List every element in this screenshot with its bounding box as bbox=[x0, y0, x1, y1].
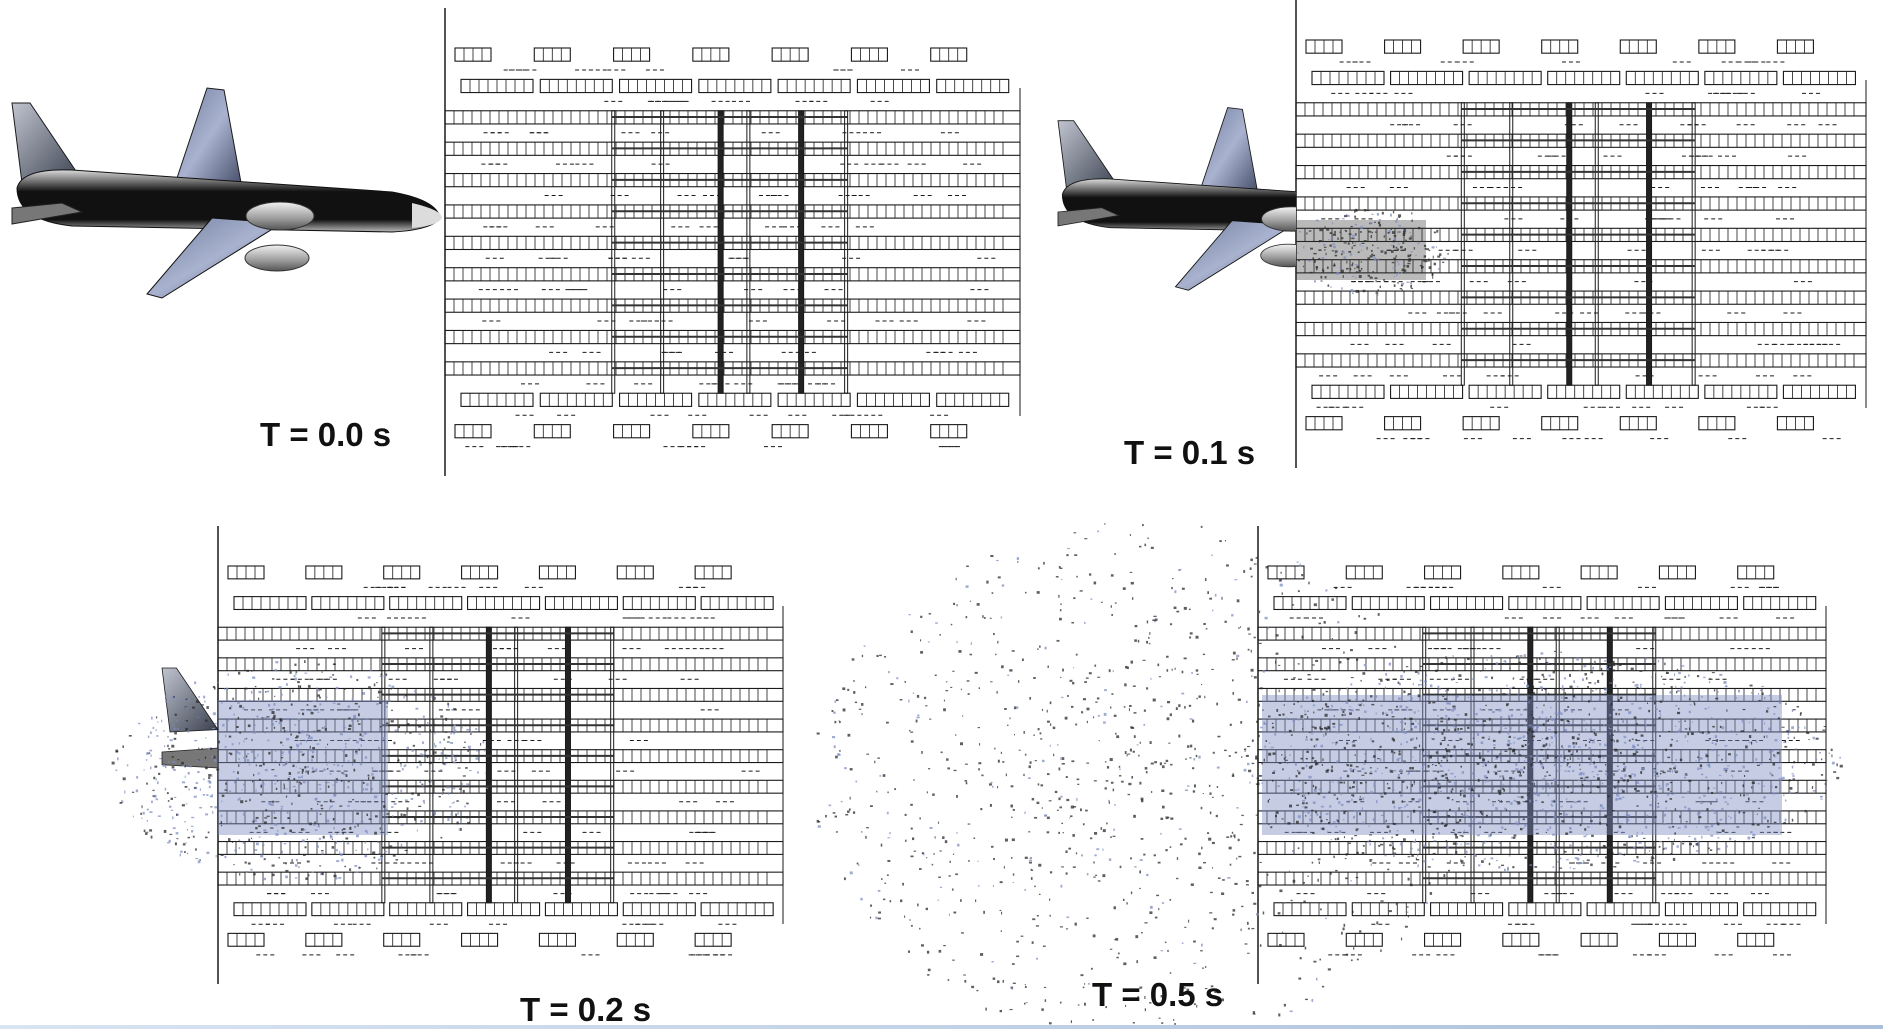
frame-t02 bbox=[112, 526, 783, 984]
time-label-t00: T = 0.0 s bbox=[260, 418, 391, 451]
time-label-t02: T = 0.2 s bbox=[520, 993, 651, 1026]
frame-t00 bbox=[12, 8, 1020, 476]
frame-t05 bbox=[817, 523, 1843, 1029]
time-label-t01: T = 0.1 s bbox=[1124, 436, 1255, 469]
frame-t01 bbox=[1058, 0, 1866, 468]
time-label-t05: T = 0.5 s bbox=[1092, 978, 1223, 1011]
footer-bar bbox=[0, 1025, 1883, 1029]
